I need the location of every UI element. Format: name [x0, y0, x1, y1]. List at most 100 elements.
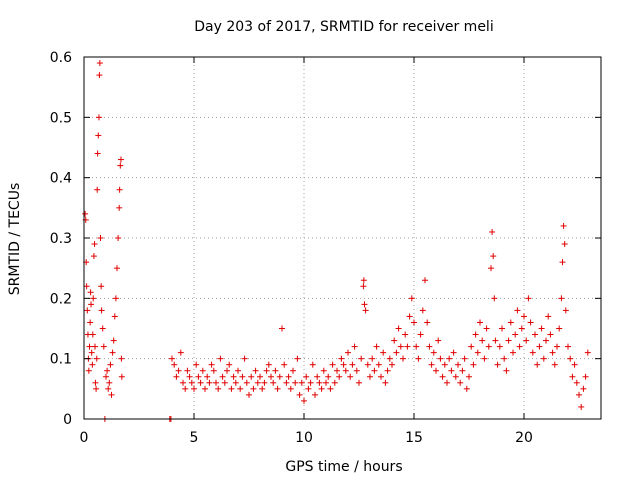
data-point [224, 367, 230, 374]
data-point [116, 186, 123, 193]
data-point [477, 319, 483, 326]
data-point [488, 265, 494, 272]
data-point [514, 307, 521, 314]
grid-lines [84, 57, 601, 419]
data-point [470, 361, 477, 368]
data-point [202, 385, 208, 392]
data-point [393, 349, 400, 356]
data-point [532, 331, 538, 338]
data-point [496, 343, 503, 350]
data-point [433, 367, 439, 374]
data-point [106, 379, 113, 386]
data-point [571, 361, 578, 368]
data-point [424, 319, 431, 326]
data-point [184, 367, 191, 374]
data-point [439, 373, 446, 380]
data-point [584, 349, 591, 356]
data-point [268, 373, 274, 380]
data-point [296, 391, 303, 398]
data-point [499, 325, 505, 332]
data-point [105, 385, 112, 392]
data-point [112, 295, 119, 302]
data-point [569, 373, 576, 380]
data-point [507, 319, 514, 326]
data-point [490, 253, 497, 260]
data-point [389, 361, 395, 368]
data-point [235, 367, 241, 374]
data-point [285, 373, 292, 380]
data-point [367, 373, 373, 380]
data-point [395, 325, 402, 332]
data-point [283, 379, 290, 386]
data-point [415, 355, 422, 362]
data-point [472, 331, 479, 338]
data-point [422, 277, 428, 284]
data-point [327, 385, 334, 392]
data-point [98, 283, 105, 290]
data-point [411, 319, 417, 326]
data-point [437, 355, 444, 362]
data-point [290, 367, 296, 374]
data-point [85, 367, 92, 374]
y-tick-label: 0.3 [50, 231, 72, 247]
data-point [435, 337, 442, 344]
data-point [88, 349, 95, 356]
data-point [364, 361, 371, 368]
data-point [237, 385, 244, 392]
data-point [554, 343, 560, 350]
data-point [505, 337, 512, 344]
data-point [483, 325, 490, 332]
x-tick-label: 5 [190, 430, 199, 446]
data-point [479, 337, 486, 344]
data-point [536, 343, 543, 350]
data-point [580, 385, 587, 392]
data-point [94, 150, 101, 157]
data-point [323, 379, 329, 386]
data-point [404, 343, 411, 350]
data-point [188, 379, 195, 386]
data-point [441, 361, 448, 368]
data-point [210, 367, 217, 374]
data-point [301, 397, 307, 404]
data-point [206, 379, 213, 386]
data-point [525, 295, 532, 302]
data-point [560, 222, 567, 229]
data-point [485, 343, 492, 350]
data-point [512, 331, 519, 338]
axis-ticks: 0 5 10 15 20 0 0.1 0.2 0.3 0.4 0.5 0.6 [50, 50, 601, 446]
data-point [305, 385, 312, 392]
data-point [576, 391, 582, 398]
data-point [94, 186, 101, 193]
data-point [259, 385, 266, 392]
data-point [272, 367, 279, 374]
data-point [463, 385, 470, 392]
data-point [373, 343, 380, 350]
data-point [360, 277, 367, 284]
x-axis-title: GPS time / hours [285, 459, 402, 475]
data-point [331, 379, 338, 386]
data-point [356, 379, 362, 386]
data-point [182, 385, 189, 392]
data-point [221, 379, 228, 386]
data-point [466, 373, 472, 380]
data-point [503, 367, 510, 374]
data-point [538, 325, 545, 332]
data-point [516, 343, 523, 350]
data-point [448, 367, 455, 374]
data-point [400, 355, 406, 362]
data-point [116, 204, 123, 211]
data-point [241, 355, 248, 362]
data-point [336, 373, 343, 380]
data-point [547, 331, 554, 338]
data-point [215, 385, 222, 392]
data-point [534, 361, 541, 368]
data-point [489, 228, 496, 235]
y-tick-label: 0.6 [50, 50, 72, 66]
data-point [459, 367, 466, 374]
data-point [98, 307, 105, 314]
data-point [228, 385, 235, 392]
data-point [545, 313, 552, 320]
data-point [320, 367, 327, 374]
data-point [171, 361, 178, 368]
data-point [287, 385, 294, 392]
